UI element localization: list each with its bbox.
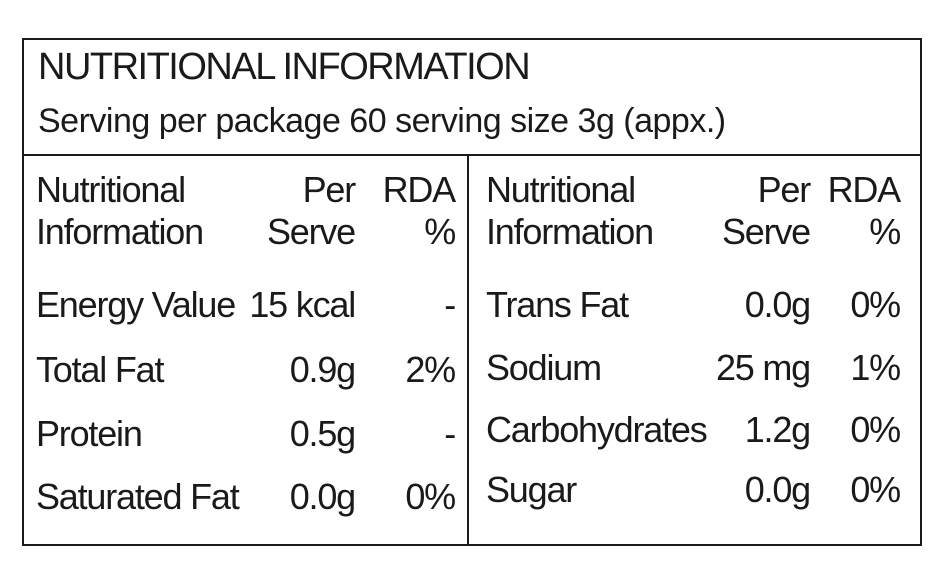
per-serve: 0.9g	[289, 349, 356, 390]
nutrient-name: Sugar	[486, 469, 577, 510]
rda-percent: 0%	[850, 284, 901, 325]
column-header: Serve	[266, 211, 356, 252]
header-divider	[22, 154, 922, 156]
column-divider	[467, 155, 469, 545]
nutrient-name: Protein	[36, 413, 143, 454]
per-serve: 0.0g	[744, 284, 811, 325]
column-header: Per	[757, 169, 812, 210]
column-header: %	[424, 211, 456, 252]
outer-border	[22, 38, 922, 546]
nutrient-name: Total Fat	[36, 349, 164, 390]
per-serve: 0.0g	[744, 469, 811, 510]
column-header: %	[869, 211, 901, 252]
column-header: Serve	[721, 211, 811, 252]
column-header: Information	[486, 211, 654, 252]
rda-percent: 0%	[850, 409, 901, 450]
column-header: Nutritional	[36, 169, 186, 210]
per-serve: 0.5g	[289, 413, 356, 454]
nutrient-name: Energy Value	[36, 284, 236, 325]
title: NUTRITIONAL INFORMATION	[38, 46, 531, 88]
per-serve: 1.2g	[744, 409, 811, 450]
column-header: RDA	[827, 169, 902, 210]
rda-percent: 0%	[850, 469, 901, 510]
rda-percent: 0%	[405, 476, 456, 517]
per-serve: 15 kcal	[249, 284, 356, 325]
column-header: RDA	[382, 169, 457, 210]
per-serve: 25 mg	[715, 347, 811, 388]
rda-percent: -	[444, 413, 456, 454]
nutrient-name: Saturated Fat	[36, 476, 240, 517]
subtitle: Serving per package 60 serving size 3g (…	[38, 102, 726, 140]
column-header: Nutritional	[486, 169, 636, 210]
nutrient-name: Sodium	[486, 347, 602, 388]
rda-percent: 2%	[405, 349, 456, 390]
nutrient-name: Trans Fat	[486, 284, 629, 325]
rda-percent: 1%	[850, 347, 901, 388]
column-header: Information	[36, 211, 204, 252]
rda-percent: -	[444, 284, 456, 325]
nutrient-name: Carbohydrates	[486, 409, 708, 450]
per-serve: 0.0g	[289, 476, 356, 517]
column-header: Per	[302, 169, 357, 210]
